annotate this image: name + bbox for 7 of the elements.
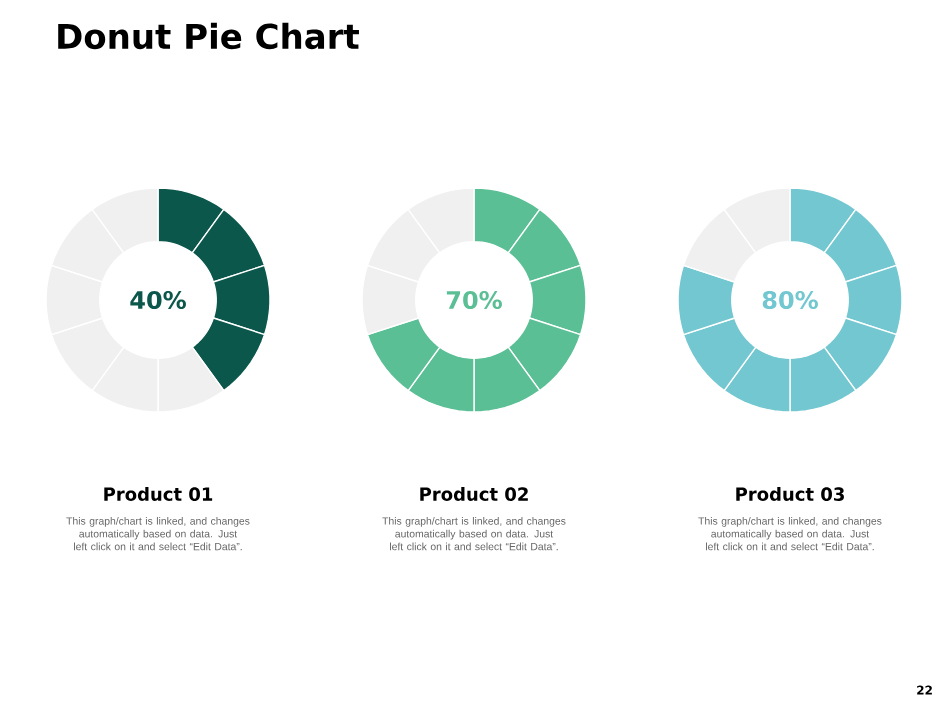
text: Product 02 xyxy=(420,487,528,501)
text: 70% xyxy=(446,290,502,310)
text: 40% xyxy=(130,290,186,310)
text: Product 03 xyxy=(736,487,844,501)
text: Donut Pie Chart xyxy=(58,22,359,50)
text: Product 01 xyxy=(104,487,213,501)
text: 80% xyxy=(762,290,818,310)
